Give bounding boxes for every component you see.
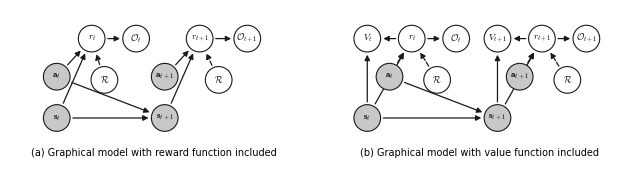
Text: $r_t$: $r_t$ xyxy=(408,34,416,43)
Circle shape xyxy=(44,63,70,90)
Circle shape xyxy=(398,25,425,52)
Circle shape xyxy=(484,105,511,131)
Text: $\mathcal{O}_{t+1}$: $\mathcal{O}_{t+1}$ xyxy=(236,32,258,45)
Circle shape xyxy=(234,25,260,52)
Text: $\mathbf{a}_{t+1}$: $\mathbf{a}_{t+1}$ xyxy=(510,72,529,82)
Text: $V_{t+1}$: $V_{t+1}$ xyxy=(488,32,507,45)
Text: $\mathbf{s}_{t+1}$: $\mathbf{s}_{t+1}$ xyxy=(156,113,173,123)
Circle shape xyxy=(354,25,381,52)
Circle shape xyxy=(123,25,150,52)
Text: $\mathcal{R}$: $\mathcal{R}$ xyxy=(100,74,109,85)
Text: $\mathbf{s}_t$: $\mathbf{s}_t$ xyxy=(364,113,371,123)
Circle shape xyxy=(354,105,381,131)
Text: $\mathcal{O}_{t+1}$: $\mathcal{O}_{t+1}$ xyxy=(575,32,597,45)
Circle shape xyxy=(573,25,600,52)
Circle shape xyxy=(152,63,178,90)
Circle shape xyxy=(529,25,556,52)
Text: $\mathbf{s}_{t+1}$: $\mathbf{s}_{t+1}$ xyxy=(488,113,506,123)
Text: $r_{t+1}$: $r_{t+1}$ xyxy=(533,34,551,44)
Text: (b) Graphical model with value function included: (b) Graphical model with value function … xyxy=(360,148,600,158)
Circle shape xyxy=(152,105,178,131)
Circle shape xyxy=(376,63,403,90)
Text: $\mathbf{a}_t$: $\mathbf{a}_t$ xyxy=(52,72,61,81)
Circle shape xyxy=(484,25,511,52)
Text: $\mathbf{s}_t$: $\mathbf{s}_t$ xyxy=(52,113,61,123)
Text: $\mathbf{a}_t$: $\mathbf{a}_t$ xyxy=(385,72,394,81)
Text: $\mathcal{R}$: $\mathcal{R}$ xyxy=(433,74,442,85)
Text: $r_t$: $r_t$ xyxy=(88,34,96,43)
Circle shape xyxy=(443,25,470,52)
Text: (a) Graphical model with reward function included: (a) Graphical model with reward function… xyxy=(31,148,276,158)
Text: $\mathcal{R}$: $\mathcal{R}$ xyxy=(563,74,572,85)
Circle shape xyxy=(78,25,105,52)
Text: $\mathcal{O}_t$: $\mathcal{O}_t$ xyxy=(451,32,462,45)
Circle shape xyxy=(186,25,213,52)
Circle shape xyxy=(554,67,580,93)
Circle shape xyxy=(506,63,533,90)
Circle shape xyxy=(424,67,451,93)
Text: $V_t$: $V_t$ xyxy=(363,33,372,44)
Circle shape xyxy=(91,67,118,93)
Text: $\mathbf{a}_{t+1}$: $\mathbf{a}_{t+1}$ xyxy=(156,72,174,82)
Text: $r_{t+1}$: $r_{t+1}$ xyxy=(191,34,209,44)
Text: $\mathcal{R}$: $\mathcal{R}$ xyxy=(214,74,223,85)
Circle shape xyxy=(44,105,70,131)
Circle shape xyxy=(205,67,232,93)
Text: $\mathcal{O}_t$: $\mathcal{O}_t$ xyxy=(131,32,142,45)
